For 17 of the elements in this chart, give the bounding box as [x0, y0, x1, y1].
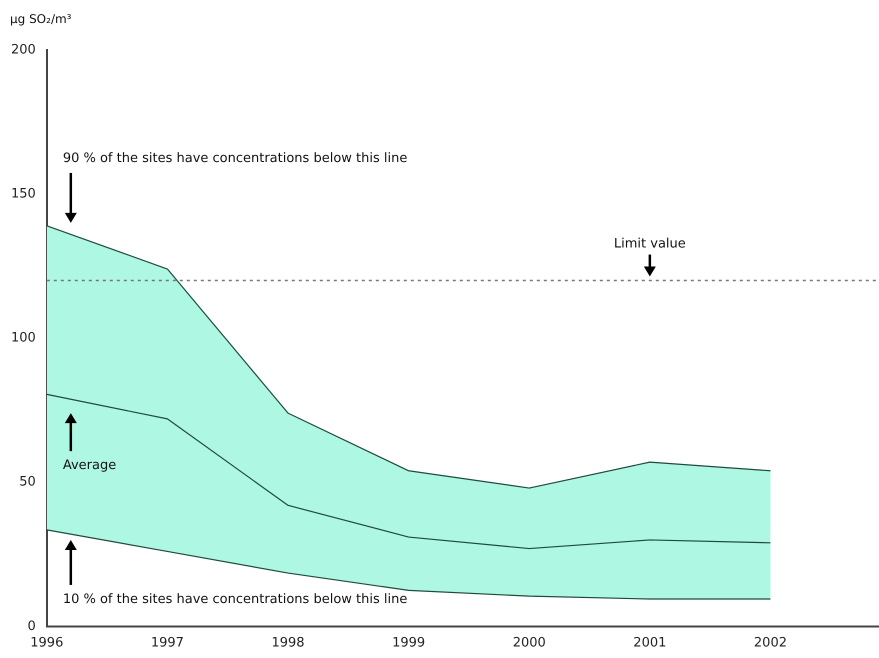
- x-tick-label: 1997: [150, 636, 184, 651]
- ref-line-label: Limit value: [614, 236, 686, 252]
- x-tick-label: 2001: [633, 636, 666, 651]
- annotation: 90 % of the sites have concentrations below this line: [62, 150, 408, 166]
- y-tick-label: 200: [10, 42, 36, 58]
- annotation: Average: [62, 458, 116, 474]
- y-tick-label: 50: [19, 474, 36, 490]
- x-tick-label: 2000: [512, 636, 546, 651]
- x-tick-label: 1996: [30, 636, 64, 651]
- x-tick-label: 1999: [392, 636, 426, 651]
- x-tick-label: 1998: [271, 636, 305, 651]
- y-axis-title: µg SO₂/m³: [10, 12, 72, 26]
- y-tick-label: 150: [10, 186, 36, 202]
- y-tick-label: 0: [28, 618, 36, 634]
- annotation: 10 % of the sites have concentrations below this line: [62, 592, 408, 607]
- y-tick-label: 100: [10, 330, 36, 346]
- x-tick-label: 2002: [754, 636, 787, 651]
